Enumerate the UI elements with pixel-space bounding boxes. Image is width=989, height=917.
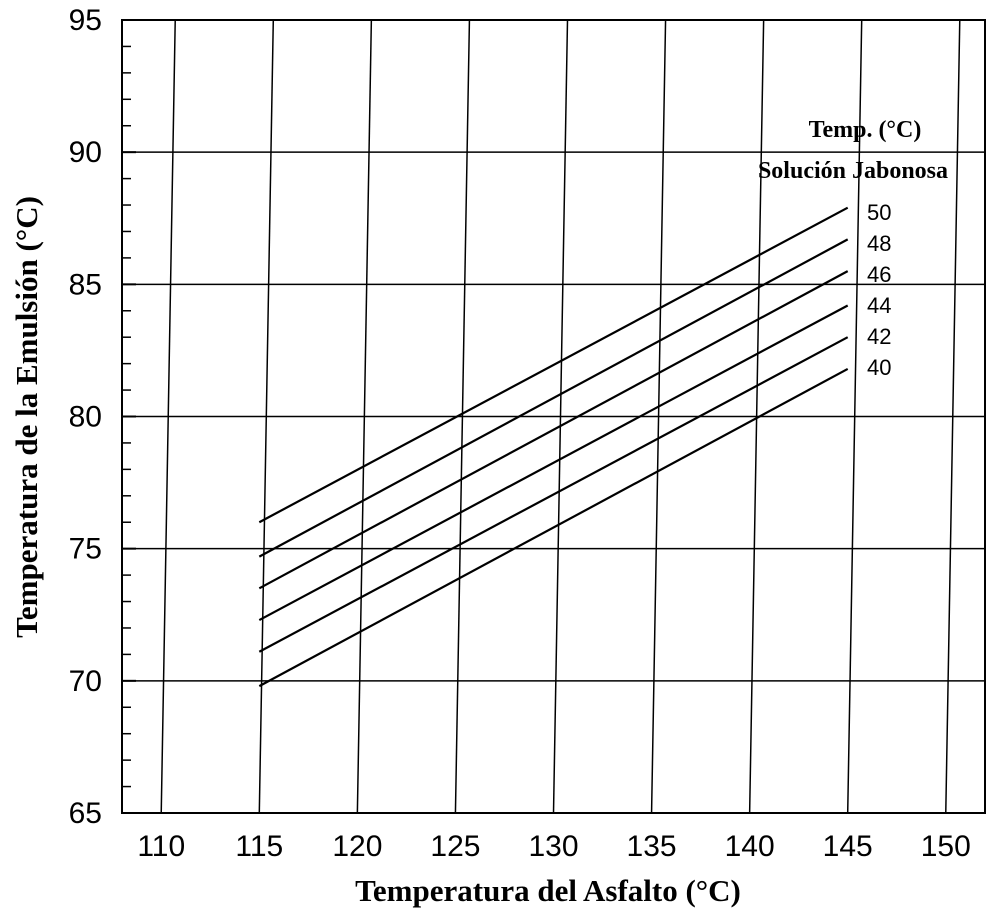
series-line-44 (258, 304, 849, 622)
x-tick-label: 120 (332, 830, 382, 863)
x-tick-label: 150 (921, 830, 971, 863)
x-tick-labels: 110 115 120 125 130 135 140 145 150 (137, 830, 970, 863)
series-label-46: 46 (867, 262, 891, 287)
x-tick-label: 115 (235, 830, 283, 863)
axis-ticks (122, 19, 136, 814)
series-labels: 50 48 46 44 42 40 (867, 200, 891, 380)
series-label-48: 48 (867, 231, 891, 256)
y-tick-label: 65 (69, 797, 102, 830)
grid (122, 19, 985, 814)
series-label-40: 40 (867, 355, 891, 380)
x-tick-label: 145 (823, 830, 873, 863)
x-tick-label: 140 (725, 830, 775, 863)
y-tick-label: 70 (69, 665, 102, 698)
x-tick-label: 135 (627, 830, 677, 863)
y-tick-labels: 65 70 75 80 85 90 95 (69, 4, 102, 830)
series-line-50 (258, 206, 849, 524)
series-label-44: 44 (867, 293, 891, 318)
series-label-42: 42 (867, 324, 891, 349)
plot-frame (121, 19, 986, 814)
x-tick-label: 110 (137, 830, 185, 863)
y-axis-title: Temperatura de la Emulsión (°C) (9, 196, 44, 638)
series-label-50: 50 (867, 200, 891, 225)
series-lines (258, 206, 849, 688)
legend-title-line1: Temp. (°C) (809, 117, 922, 143)
series-line-48 (258, 238, 849, 558)
y-tick-label: 85 (69, 268, 102, 301)
series-line-46 (258, 270, 849, 590)
x-axis-title: Temperatura del Asfalto (°C) (355, 873, 741, 908)
y-tick-label: 80 (69, 401, 102, 434)
legend-title-line2: Solución Jabonosa (758, 158, 948, 184)
y-tick-label: 90 (69, 136, 102, 169)
x-tick-label: 130 (528, 830, 578, 863)
y-tick-label: 75 (69, 533, 102, 566)
series-line-40 (258, 367, 849, 688)
x-tick-label: 125 (430, 830, 480, 863)
series-line-42 (258, 336, 849, 653)
y-tick-label: 95 (69, 4, 102, 37)
